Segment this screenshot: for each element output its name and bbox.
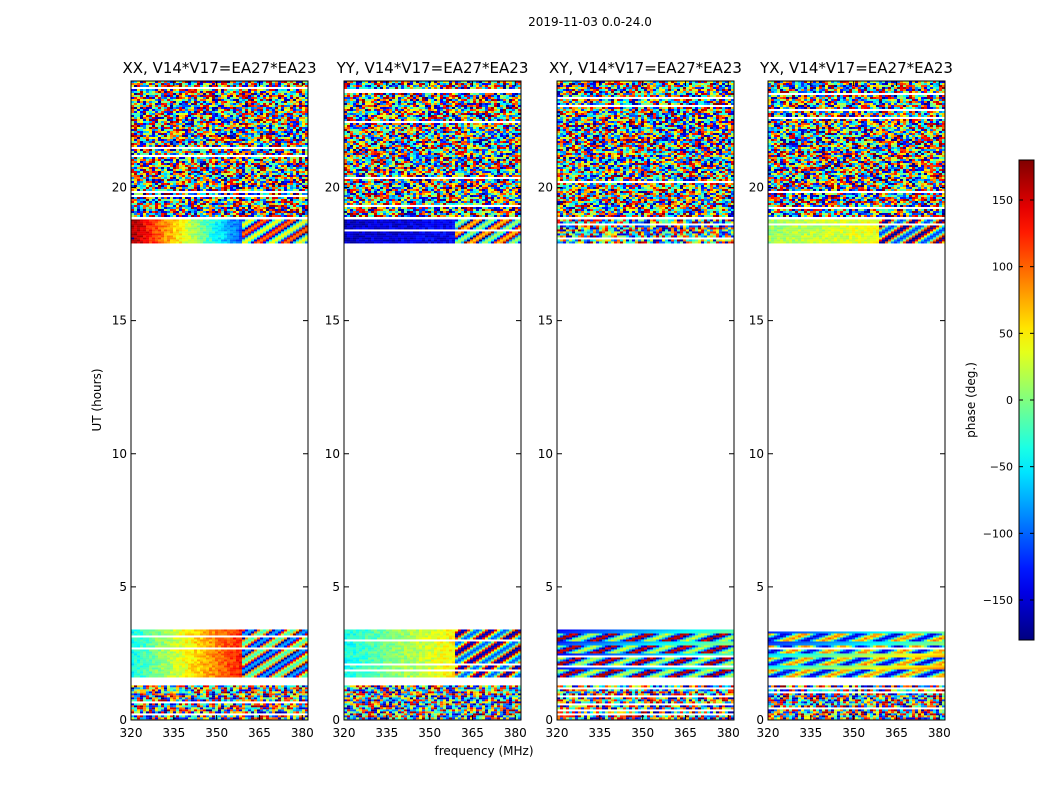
panel-title: YY, V14*V17=EA27*EA23 <box>336 59 529 77</box>
heatmap-block <box>344 81 521 217</box>
y-tick-label: 5 <box>756 580 764 594</box>
y-tick-label: 20 <box>749 181 764 195</box>
x-tick-label: 320 <box>120 726 143 740</box>
heatmap-block <box>344 629 521 678</box>
figure-suptitle: 2019-11-03 0.0-24.0 <box>528 15 652 29</box>
colorbar-label: phase (deg.) <box>964 362 978 438</box>
panel-2: XY, V14*V17=EA27*EA23 320 335 350 365 380 0 5 10… <box>538 59 742 740</box>
heatmap-block <box>131 685 308 720</box>
colorbar-tick-label: 100 <box>992 261 1013 274</box>
y-tick-label: 10 <box>325 447 340 461</box>
panel-frame <box>130 80 309 721</box>
heatmap-block <box>557 685 734 720</box>
heatmap-block <box>344 219 521 244</box>
colorbar-tick-label: 50 <box>999 327 1013 340</box>
panel-0: XX, V14*V17=EA27*EA23 320 335 350 365 380 0 5 10… <box>112 59 317 740</box>
x-tick-label: 335 <box>588 726 611 740</box>
panel-frame <box>556 80 735 721</box>
x-tick-label: 350 <box>205 726 228 740</box>
y-tick-label: 5 <box>119 580 127 594</box>
y-tick-label: 10 <box>112 447 127 461</box>
colorbar-tick-label: −100 <box>983 527 1013 540</box>
panel-title: XX, V14*V17=EA27*EA23 <box>122 59 316 77</box>
heatmap-block <box>768 81 945 217</box>
heatmap-block <box>131 629 308 678</box>
heatmap-block <box>768 685 945 720</box>
panel-title: XY, V14*V17=EA27*EA23 <box>549 59 742 77</box>
x-tick-label: 335 <box>162 726 185 740</box>
colorbar-tick-label: 150 <box>992 194 1013 207</box>
colorbar-tick-label: −150 <box>983 594 1013 607</box>
panel-1: YY, V14*V17=EA27*EA23 320 335 350 365 380 0 5 10… <box>325 59 529 740</box>
y-tick-label: 10 <box>749 447 764 461</box>
x-axis-label: frequency (MHz) <box>434 744 533 758</box>
y-tick-label: 5 <box>332 580 340 594</box>
y-tick-label: 5 <box>545 580 553 594</box>
heatmap-block <box>557 629 734 678</box>
y-tick-label: 20 <box>538 181 553 195</box>
y-tick-label: 10 <box>538 447 553 461</box>
panel-frame <box>343 80 522 721</box>
colorbar-tick-label: −50 <box>990 461 1013 474</box>
colorbar-tick-label: 0 <box>1006 394 1013 407</box>
heatmap-cells <box>557 81 734 720</box>
y-tick-label: 15 <box>112 314 127 328</box>
x-tick-label: 335 <box>799 726 822 740</box>
panel-title: YX, V14*V17=EA27*EA23 <box>759 59 953 77</box>
heatmap-block <box>557 81 734 217</box>
y-tick-label: 15 <box>325 314 340 328</box>
x-tick-label: 365 <box>674 726 697 740</box>
y-tick-label: 0 <box>119 713 127 727</box>
heatmap-block <box>131 219 308 244</box>
heatmap-cells <box>344 81 521 720</box>
colorbar: 150 100 50 0 −50 −100 −150 <box>983 159 1035 641</box>
x-tick-label: 350 <box>418 726 441 740</box>
heatmap-cells <box>768 81 945 720</box>
x-tick-label: 365 <box>461 726 484 740</box>
panel-3: YX, V14*V17=EA27*EA23 320 335 350 365 380 0 5 10… <box>749 59 953 740</box>
heatmap-block <box>344 685 521 720</box>
x-tick-label: 380 <box>504 726 527 740</box>
x-tick-label: 365 <box>248 726 271 740</box>
x-tick-label: 380 <box>717 726 740 740</box>
x-tick-label: 380 <box>291 726 314 740</box>
x-tick-label: 320 <box>757 726 780 740</box>
y-tick-label: 20 <box>325 181 340 195</box>
x-tick-label: 380 <box>928 726 951 740</box>
x-tick-label: 365 <box>885 726 908 740</box>
y-tick-label: 0 <box>756 713 764 727</box>
panels-group: XX, V14*V17=EA27*EA23 320 335 350 365 380 0 5 10… <box>112 59 953 740</box>
heatmap-block <box>131 81 308 217</box>
x-tick-label: 320 <box>546 726 569 740</box>
y-tick-label: 20 <box>112 181 127 195</box>
heatmap-block <box>557 219 734 244</box>
heatmap-block <box>768 219 945 244</box>
heatmap-cells <box>131 81 308 720</box>
y-tick-label: 15 <box>749 314 764 328</box>
x-tick-label: 320 <box>333 726 356 740</box>
x-tick-label: 350 <box>631 726 654 740</box>
panel-frame <box>767 80 946 721</box>
y-tick-label: 0 <box>545 713 553 727</box>
y-axis-label: UT (hours) <box>90 368 104 431</box>
x-tick-label: 350 <box>842 726 865 740</box>
y-tick-label: 0 <box>332 713 340 727</box>
y-tick-label: 15 <box>538 314 553 328</box>
x-tick-label: 335 <box>375 726 398 740</box>
heatmap-block <box>768 631 945 678</box>
